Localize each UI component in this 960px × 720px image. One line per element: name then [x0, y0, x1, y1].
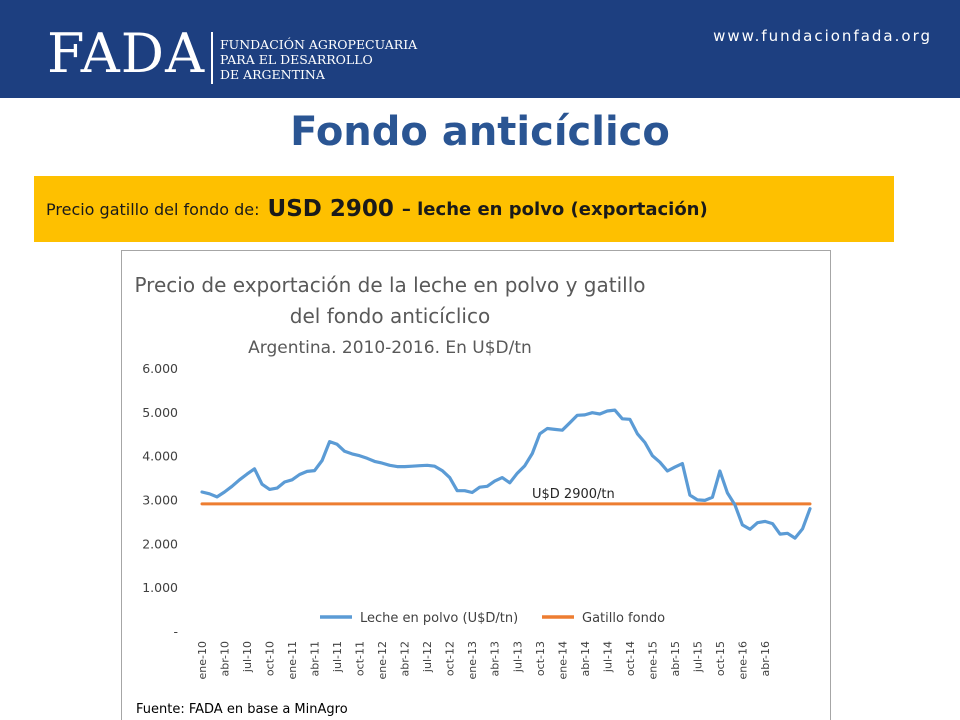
- x-tick-label: jul-13: [511, 641, 524, 673]
- org-line-3: DE ARGENTINA: [220, 67, 325, 82]
- chart-title-line-2: del fondo anticíclico: [290, 304, 490, 328]
- x-tick-label: abr-15: [669, 641, 682, 677]
- website-url: www.fundacionfada.org: [713, 27, 932, 45]
- chart-panel: Precio de exportación de la leche en pol…: [121, 250, 831, 720]
- x-tick-label: ene-13: [466, 641, 479, 679]
- x-tick-label: ene-14: [556, 641, 569, 679]
- x-tick-label: oct-11: [354, 641, 367, 676]
- organization-name: FUNDACIÓN AGROPECUARIA PARA EL DESARROLL…: [220, 37, 417, 82]
- x-tick-label: abr-11: [309, 641, 322, 677]
- export-price-chart: Precio de exportación de la leche en pol…: [134, 273, 812, 717]
- x-tick-label: abr-16: [759, 641, 772, 677]
- trigger-annotation: U$D 2900/tn: [532, 487, 615, 502]
- x-tick-label: jul-15: [691, 641, 704, 673]
- x-tick-label: abr-14: [579, 641, 592, 677]
- x-tick-label: ene-16: [736, 641, 749, 679]
- legend-label: Leche en polvo (U$D/tn): [360, 611, 518, 626]
- x-tick-label: ene-10: [196, 641, 209, 679]
- banner-prefix: Precio gatillo del fondo de:: [46, 199, 260, 219]
- x-tick-label: ene-12: [376, 641, 389, 679]
- x-tick-label: abr-10: [219, 641, 232, 677]
- chart-title-line-1: Precio de exportación de la leche en pol…: [134, 273, 645, 297]
- x-tick-label: oct-12: [444, 641, 457, 676]
- milk-price-series-line: [200, 408, 812, 540]
- header-bar: FADA FUNDACIÓN AGROPECUARIA PARA EL DESA…: [0, 0, 960, 98]
- banner-price: USD 2900: [267, 196, 394, 222]
- trigger-price-banner: Precio gatillo del fondo de: USD 2900 – …: [34, 176, 894, 242]
- x-tick-label: jul-14: [601, 641, 614, 673]
- x-tick-label: jul-11: [331, 641, 344, 673]
- y-tick-label: 4.000: [142, 449, 178, 464]
- logo-divider: [211, 32, 213, 84]
- y-tick-label: -: [173, 624, 178, 639]
- chart-subtitle: Argentina. 2010-2016. En U$D/tn: [248, 338, 532, 358]
- x-tick-label: oct-13: [534, 641, 547, 676]
- org-line-1: FUNDACIÓN AGROPECUARIA: [220, 37, 418, 52]
- y-tick-label: 3.000: [142, 493, 178, 508]
- y-tick-label: 1.000: [142, 580, 178, 595]
- x-tick-label: jul-12: [421, 641, 434, 673]
- y-tick-label: 5.000: [142, 405, 178, 420]
- x-tick-label: ene-15: [646, 641, 659, 679]
- page-title: Fondo anticíclico: [290, 109, 670, 155]
- y-tick-label: 2.000: [142, 536, 178, 551]
- x-tick-label: abr-12: [399, 641, 412, 677]
- x-tick-label: ene-11: [286, 641, 299, 679]
- x-tick-label: oct-14: [624, 641, 637, 676]
- x-tick-label: oct-10: [264, 641, 277, 676]
- x-tick-label: abr-13: [489, 641, 502, 677]
- y-tick-label: 6.000: [142, 361, 178, 376]
- x-tick-label: oct-15: [714, 641, 727, 676]
- source-note: Fuente: FADA en base a MinAgro: [136, 702, 348, 717]
- banner-suffix: – leche en polvo (exportación): [401, 198, 708, 220]
- legend-label: Gatillo fondo: [582, 611, 665, 626]
- x-tick-label: jul-10: [241, 641, 254, 673]
- org-line-2: PARA EL DESARROLLO: [220, 52, 373, 67]
- fada-logo: FADA: [47, 22, 206, 85]
